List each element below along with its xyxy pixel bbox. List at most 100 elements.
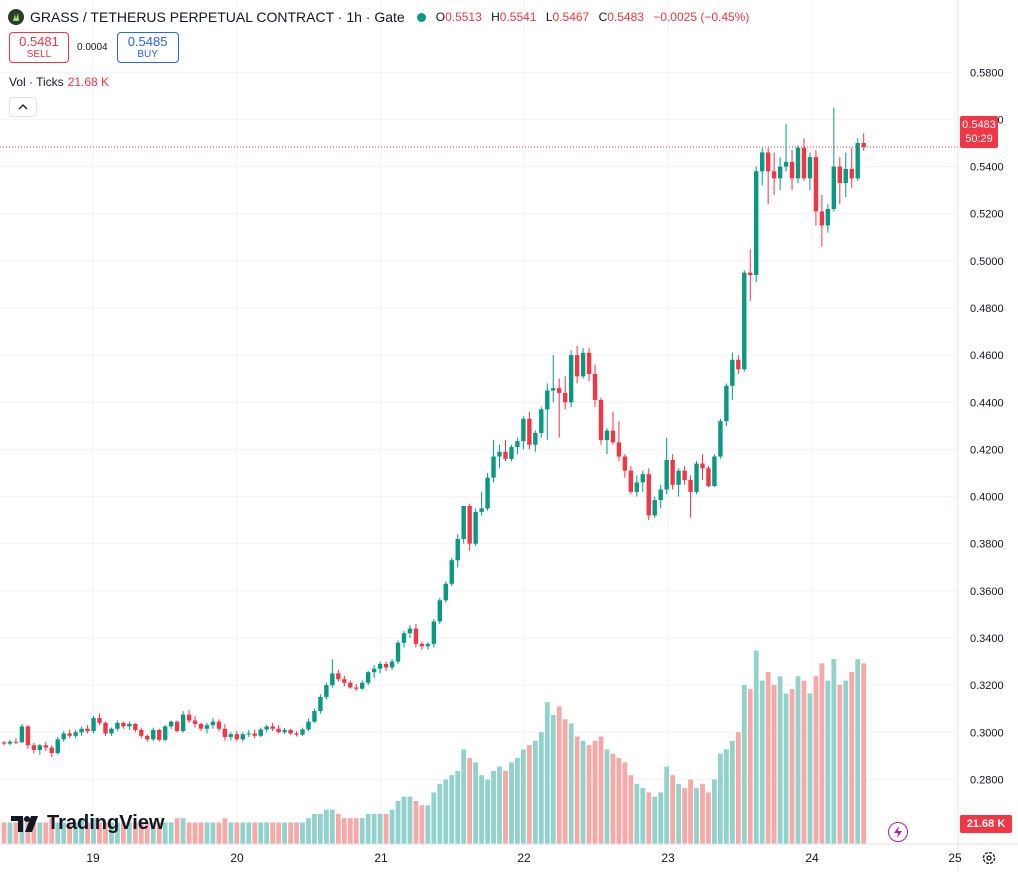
candle bbox=[162, 725, 168, 742]
volume-bar bbox=[419, 805, 425, 844]
time-tick-label: 23 bbox=[661, 851, 675, 865]
candle-body bbox=[628, 470, 634, 492]
volume-bar bbox=[407, 796, 413, 844]
candle-body bbox=[360, 682, 365, 689]
bar-countdown: 50:29 bbox=[965, 133, 993, 145]
price-tick-label: 0.5800 bbox=[970, 67, 1004, 79]
volume-bar bbox=[455, 770, 461, 844]
candle-body bbox=[545, 390, 550, 410]
volume-bar bbox=[246, 822, 252, 844]
candle bbox=[759, 147, 765, 186]
volume-bar bbox=[509, 762, 514, 844]
candle-body bbox=[491, 456, 496, 478]
candle-body bbox=[395, 642, 401, 662]
volume-bar bbox=[688, 779, 693, 844]
price-axis-labels: 0.58000.56000.54000.52000.50000.48000.46… bbox=[970, 67, 1004, 786]
lightning-icon[interactable] bbox=[888, 822, 908, 842]
volume-bar bbox=[258, 822, 264, 844]
candle-body bbox=[61, 733, 66, 740]
candle bbox=[312, 708, 317, 723]
candle-body bbox=[598, 399, 604, 440]
volume-bar bbox=[115, 822, 120, 844]
volume-bar bbox=[198, 822, 204, 844]
candle bbox=[31, 742, 37, 754]
candle bbox=[174, 720, 180, 733]
candle bbox=[85, 725, 90, 734]
candle bbox=[13, 738, 19, 745]
candle bbox=[742, 270, 747, 372]
volume-bar bbox=[288, 822, 293, 844]
candle bbox=[103, 721, 108, 736]
volume-bar bbox=[849, 672, 855, 844]
volume-bar bbox=[413, 801, 419, 844]
volume-bar bbox=[126, 822, 132, 844]
candle bbox=[551, 355, 556, 403]
candle-body bbox=[801, 147, 807, 179]
time-axis-labels: 19 20 21 22 23 24 25 bbox=[86, 851, 962, 865]
candle bbox=[533, 430, 538, 452]
volume-bar bbox=[807, 693, 813, 844]
candle bbox=[443, 581, 448, 603]
price-tick-label: 0.2800 bbox=[970, 774, 1004, 786]
gear-icon[interactable] bbox=[981, 850, 997, 866]
candle bbox=[240, 732, 245, 742]
volume-bar bbox=[658, 792, 664, 844]
candle bbox=[43, 741, 48, 752]
volume-bar bbox=[634, 783, 640, 844]
volume-bar bbox=[395, 801, 401, 844]
candle bbox=[628, 465, 634, 495]
volume-bar bbox=[252, 822, 258, 844]
price-tick-label: 0.5400 bbox=[970, 162, 1004, 174]
candle bbox=[664, 437, 669, 495]
candle-body bbox=[652, 500, 657, 516]
volume-legend[interactable]: Vol · Ticks 21.68 K bbox=[9, 75, 109, 89]
collapse-legend-button[interactable] bbox=[9, 97, 37, 117]
volume-bar bbox=[491, 770, 496, 844]
volume-bar bbox=[353, 818, 359, 844]
candle-body bbox=[616, 442, 622, 457]
candle-body bbox=[682, 470, 687, 481]
volume-bar bbox=[837, 684, 843, 844]
tradingview-logo-text: TradingView bbox=[47, 812, 165, 834]
candle bbox=[736, 355, 741, 374]
volume-bar bbox=[156, 822, 162, 844]
volume-bar bbox=[383, 813, 389, 844]
candle-body bbox=[843, 168, 848, 184]
time-tick-label: 20 bbox=[230, 851, 244, 865]
candle bbox=[604, 428, 610, 455]
candle-body bbox=[234, 734, 240, 740]
candle-body bbox=[449, 560, 454, 584]
candle-body bbox=[49, 747, 54, 754]
candle-body bbox=[365, 672, 371, 683]
sell-button[interactable]: 0.5481 SELL bbox=[9, 32, 69, 63]
candle bbox=[419, 641, 425, 650]
candle-body bbox=[497, 451, 502, 457]
volume-bar bbox=[646, 792, 652, 844]
candle bbox=[336, 669, 341, 682]
candle bbox=[55, 737, 60, 755]
candle bbox=[509, 444, 514, 462]
candle-body bbox=[521, 418, 526, 442]
candle bbox=[855, 138, 860, 181]
candle bbox=[300, 727, 305, 736]
candle-body bbox=[133, 724, 138, 730]
candle-body bbox=[240, 734, 245, 740]
candle-body bbox=[162, 726, 168, 740]
candle-body bbox=[551, 388, 556, 391]
candle bbox=[437, 597, 443, 624]
volume-bar bbox=[389, 809, 395, 844]
candle bbox=[497, 444, 502, 469]
time-tick-label: 25 bbox=[948, 851, 962, 865]
tradingview-logo[interactable]: TradingView bbox=[11, 812, 164, 835]
candle-body bbox=[312, 711, 317, 722]
volume-bar bbox=[777, 676, 783, 844]
time-tick-label: 21 bbox=[374, 851, 388, 865]
candle bbox=[777, 157, 783, 191]
volume-bar bbox=[300, 822, 305, 844]
buy-button[interactable]: 0.5485 BUY bbox=[116, 32, 179, 63]
candle-body bbox=[145, 735, 150, 740]
candle bbox=[264, 724, 269, 733]
symbol-title[interactable]: GRASS / TETHERUS PERPETUAL CONTRACT · 1h… bbox=[30, 9, 405, 25]
candle-body bbox=[592, 374, 598, 400]
